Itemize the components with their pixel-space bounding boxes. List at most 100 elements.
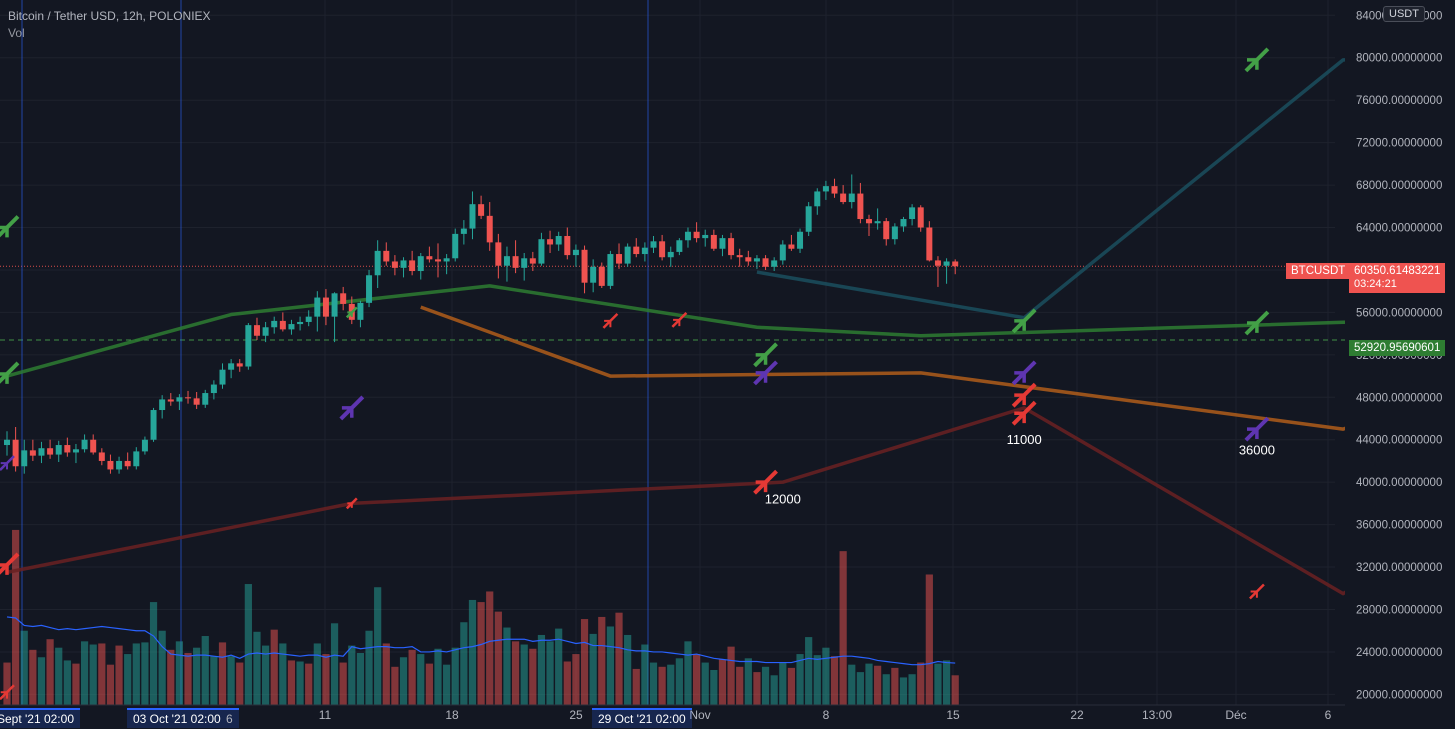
volume-bar — [193, 647, 201, 705]
volume-bar — [270, 629, 278, 705]
candle-body — [926, 227, 933, 261]
candle-body — [314, 297, 321, 317]
annotation-label: 12000 — [765, 491, 801, 506]
volume-bar — [408, 649, 416, 705]
annotation-label: 11000 — [1007, 432, 1042, 447]
red-signal-marker — [602, 313, 619, 329]
last-price-tag: 60350.61483221 03:24:21 — [1349, 263, 1446, 293]
volume-bar — [80, 641, 89, 705]
red-signal-marker — [753, 469, 778, 495]
volume-bar — [417, 654, 425, 705]
volume-bar — [443, 664, 451, 705]
candle-body — [943, 261, 950, 266]
volume-bar — [951, 675, 959, 705]
candle-body — [391, 261, 398, 268]
price-tick-label: 64000.00000000 — [1356, 223, 1442, 235]
candle-body — [564, 236, 571, 256]
volume-bar — [598, 616, 606, 705]
candle-body — [478, 204, 485, 216]
candle-body — [555, 236, 562, 245]
volume-bar — [796, 654, 804, 705]
volume-bar — [710, 669, 718, 705]
volume-bar — [589, 633, 597, 705]
volume-bar — [167, 649, 175, 705]
volume-bar — [227, 656, 235, 705]
volume-bar — [218, 642, 227, 705]
candle-body — [159, 399, 166, 411]
volume-bar — [382, 643, 390, 705]
trend-line — [420, 305, 1455, 431]
marker-head — [1247, 427, 1259, 440]
volume-bar — [486, 591, 494, 705]
volume-bar — [641, 644, 649, 705]
volume-bar — [55, 647, 63, 705]
currency-unit-badge[interactable]: USDT — [1383, 6, 1425, 22]
green-signal-marker — [0, 215, 20, 238]
volume-bar — [649, 662, 658, 705]
volume-bar — [98, 643, 106, 705]
candle-body — [702, 234, 709, 239]
candle-body — [443, 258, 450, 262]
candle-body — [47, 448, 54, 455]
candle-body — [788, 244, 795, 249]
candle-body — [822, 186, 829, 192]
candle-body — [435, 259, 441, 262]
volume-bar — [391, 666, 399, 705]
volume-bar — [632, 668, 640, 705]
volume-bar — [744, 658, 752, 705]
volume-bar — [115, 645, 123, 705]
volume-bar — [787, 667, 796, 705]
volume-moving-average — [6, 616, 956, 666]
time-badge-oct: 03 Oct '21 02:00 6 — [127, 708, 239, 728]
volume-bar — [546, 641, 554, 705]
volume-bar — [891, 667, 899, 705]
candle-body — [538, 239, 545, 264]
volume-bar — [20, 630, 28, 705]
candle-body — [262, 327, 269, 336]
green-signal-marker — [1011, 308, 1037, 334]
candle-body — [4, 439, 10, 446]
chart-annotations: 12000110003600012000 — [765, 432, 1275, 506]
candle-body — [779, 244, 786, 261]
time-tick-label: 15 — [946, 708, 960, 722]
time-badge-oct-suffix: 6 — [226, 712, 233, 726]
volume-bar — [356, 653, 365, 705]
trend-line — [6, 284, 1455, 378]
volume-bar — [477, 602, 485, 705]
volume-bar — [451, 647, 459, 705]
candle-body — [572, 249, 579, 256]
time-tick-label: 22 — [1070, 708, 1084, 722]
candle-body — [141, 439, 148, 452]
candle-body — [753, 258, 760, 262]
symbol-price-tag: BTCUSDT — [1286, 263, 1351, 279]
candle-body — [633, 246, 640, 255]
candle-body — [72, 449, 79, 453]
volume-bar — [158, 630, 166, 705]
volume-bar — [624, 634, 632, 705]
candle-body — [805, 206, 812, 232]
time-tick-label: 18 — [445, 708, 459, 722]
candle-body — [133, 451, 140, 467]
candle-body — [210, 384, 217, 394]
symbol-title[interactable]: Bitcoin / Tether USD, 12h, POLONIEX — [8, 9, 211, 23]
candle-body — [667, 251, 674, 258]
candle-body — [797, 231, 804, 249]
volume-bar — [29, 649, 37, 705]
green-signal-marker — [753, 342, 778, 368]
candle-body — [202, 393, 209, 405]
volume-bar — [494, 611, 502, 705]
volume-label[interactable]: Vol — [8, 26, 25, 40]
candle-body — [909, 207, 916, 220]
candle-body — [331, 293, 338, 317]
price-axis: 84000.0000000080000.0000000076000.000000… — [1345, 0, 1455, 729]
candle-body — [624, 246, 631, 264]
candle-body — [934, 260, 941, 266]
candle-body — [469, 204, 476, 229]
volume-bar — [856, 672, 864, 705]
candle-body — [684, 231, 691, 241]
marker-head — [341, 406, 354, 418]
price-tick-label: 72000.00000000 — [1356, 138, 1442, 150]
volume-bar — [503, 627, 511, 705]
red-signal-marker — [0, 552, 20, 575]
